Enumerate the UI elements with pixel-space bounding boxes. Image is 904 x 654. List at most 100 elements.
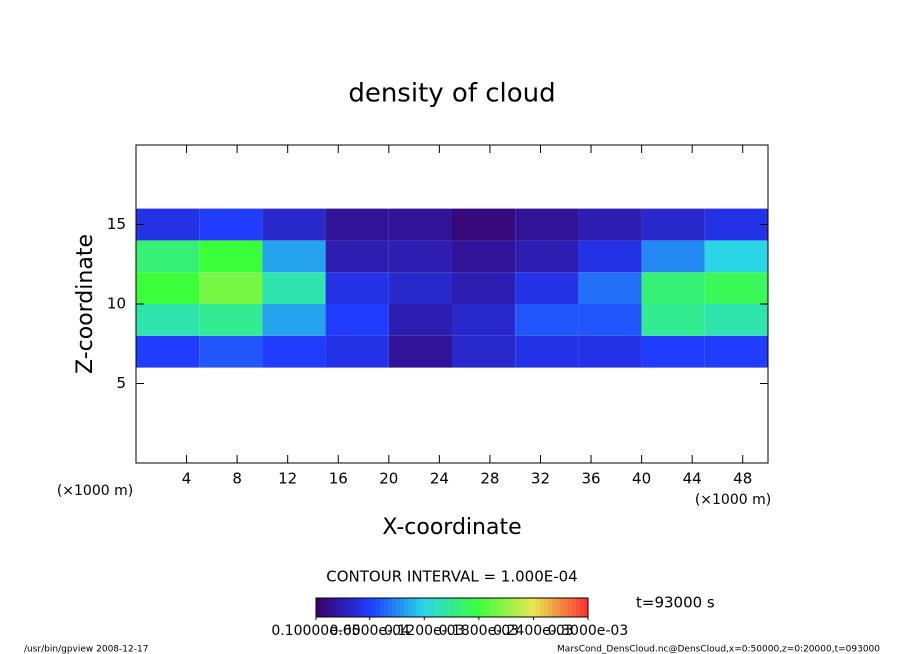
colorbar-swatch bbox=[552, 598, 557, 617]
heatmap-cell bbox=[452, 208, 516, 241]
colorbar-label: 0.10000e-05 bbox=[271, 623, 360, 639]
heatmap-cell bbox=[262, 304, 326, 336]
colorbar-swatch bbox=[584, 598, 589, 617]
heatmap-cell bbox=[388, 272, 452, 304]
x-tick-label: 4 bbox=[182, 470, 192, 488]
heatmap-cell bbox=[136, 272, 200, 304]
heatmap-cell bbox=[641, 240, 705, 273]
colorbar-swatch bbox=[500, 598, 505, 617]
x-tick-label: 32 bbox=[531, 470, 550, 488]
colorbar-swatch bbox=[428, 598, 433, 617]
heatmap-cell bbox=[704, 304, 768, 336]
colorbar-swatch bbox=[348, 598, 353, 617]
heatmap-cell bbox=[578, 208, 642, 241]
heatmap-cell bbox=[325, 208, 389, 241]
heatmap-cell bbox=[704, 240, 768, 273]
heatmap-cell bbox=[704, 208, 768, 241]
colorbar-swatch bbox=[564, 598, 569, 617]
colorbar-swatch bbox=[396, 598, 401, 617]
x-unit: (×1000 m) bbox=[57, 483, 133, 499]
heatmap-cell bbox=[325, 272, 389, 304]
x-tick-label: 20 bbox=[379, 470, 398, 488]
colorbar-swatch bbox=[548, 598, 553, 617]
heatmap-cell bbox=[452, 272, 516, 304]
heatmap-cell bbox=[262, 335, 326, 368]
heatmap-cell bbox=[452, 240, 516, 273]
colorbar-swatch bbox=[432, 598, 437, 617]
colorbar-swatch bbox=[468, 598, 473, 617]
heatmap-cell bbox=[199, 272, 263, 304]
y-tick-label: 5 bbox=[116, 374, 126, 392]
colorbar-swatch bbox=[440, 598, 445, 617]
heatmap-cell bbox=[199, 335, 263, 368]
heatmap-cell bbox=[704, 272, 768, 304]
colorbar-swatch bbox=[412, 598, 417, 617]
colorbar-frame bbox=[315, 597, 589, 618]
heatmap-cell bbox=[578, 335, 642, 368]
colorbar-swatch bbox=[364, 598, 369, 617]
heatmap-cell bbox=[515, 272, 579, 304]
colorbar-swatch bbox=[556, 598, 561, 617]
colorbar-swatch bbox=[520, 598, 525, 617]
colorbar-swatch bbox=[376, 598, 381, 617]
colorbar-swatch bbox=[372, 598, 377, 617]
x-unit: (×1000 m) bbox=[695, 492, 771, 508]
x-tick-label: 12 bbox=[278, 470, 297, 488]
footer-left: /usr/bin/gpview 2008-12-17 bbox=[24, 645, 148, 654]
colorbar-swatch bbox=[480, 598, 485, 617]
heatmap-cell bbox=[199, 304, 263, 336]
colorbar-swatch bbox=[524, 598, 529, 617]
colorbar-swatch bbox=[424, 598, 429, 617]
colorbar-swatch bbox=[368, 598, 373, 617]
colorbar-label: 0.6000e-04 bbox=[329, 623, 410, 639]
colorbar-swatch bbox=[452, 598, 457, 617]
x-tick-label: 36 bbox=[581, 470, 600, 488]
colorbar-swatch bbox=[336, 598, 341, 617]
heatmap-cell bbox=[136, 304, 200, 336]
colorbar-swatch bbox=[532, 598, 537, 617]
heatmap-cell bbox=[704, 335, 768, 368]
colorbar-swatch bbox=[488, 598, 493, 617]
heatmap-cell bbox=[452, 335, 516, 368]
colorbar-swatch bbox=[540, 598, 545, 617]
colorbar-swatch bbox=[512, 598, 517, 617]
colorbar-label: 0.2400e-03 bbox=[493, 623, 573, 639]
heatmap-cell bbox=[388, 208, 452, 241]
contour-interval: CONTOUR INTERVAL = 1.000E-04 bbox=[326, 568, 577, 586]
colorbar-swatch bbox=[392, 598, 397, 617]
x-tick-label: 8 bbox=[232, 470, 242, 488]
colorbar-swatch bbox=[560, 598, 565, 617]
colorbar-swatch bbox=[576, 598, 581, 617]
heatmap-cell bbox=[641, 335, 705, 368]
colorbar-swatch bbox=[580, 598, 585, 617]
colorbar-swatch bbox=[344, 598, 349, 617]
heatmap-cell bbox=[578, 304, 642, 336]
footer-right: MarsCond_DensCloud.nc@DensCloud,x=0:5000… bbox=[557, 645, 880, 654]
colorbar-swatch bbox=[340, 598, 345, 617]
heatmap-cell bbox=[136, 240, 200, 273]
x-tick-label: 48 bbox=[733, 470, 752, 488]
x-tick-label: 16 bbox=[329, 470, 348, 488]
colorbar-swatch bbox=[572, 598, 577, 617]
chart-title: density of cloud bbox=[348, 79, 555, 109]
colorbar-swatch bbox=[384, 598, 389, 617]
heatmap-cell bbox=[325, 335, 389, 368]
y-tick-label: 15 bbox=[107, 215, 126, 233]
colorbar-swatch bbox=[496, 598, 501, 617]
colorbar-swatch bbox=[492, 598, 497, 617]
colorbar-swatch bbox=[472, 598, 477, 617]
heatmap-cell bbox=[136, 208, 200, 241]
heatmap-cell bbox=[388, 335, 452, 368]
heatmap-cell bbox=[262, 272, 326, 304]
y-axis-label: Z-coordinate bbox=[73, 234, 98, 374]
colorbar-swatch bbox=[476, 598, 481, 617]
heatmap-cell bbox=[641, 208, 705, 241]
colorbar-swatch bbox=[444, 598, 449, 617]
colorbar-swatch bbox=[388, 598, 393, 617]
heatmap-cell bbox=[515, 335, 579, 368]
y-tick-label: 10 bbox=[107, 295, 126, 313]
heatmap-cell bbox=[262, 240, 326, 273]
heatmap-cell bbox=[515, 304, 579, 336]
heatmap-cell bbox=[388, 240, 452, 273]
